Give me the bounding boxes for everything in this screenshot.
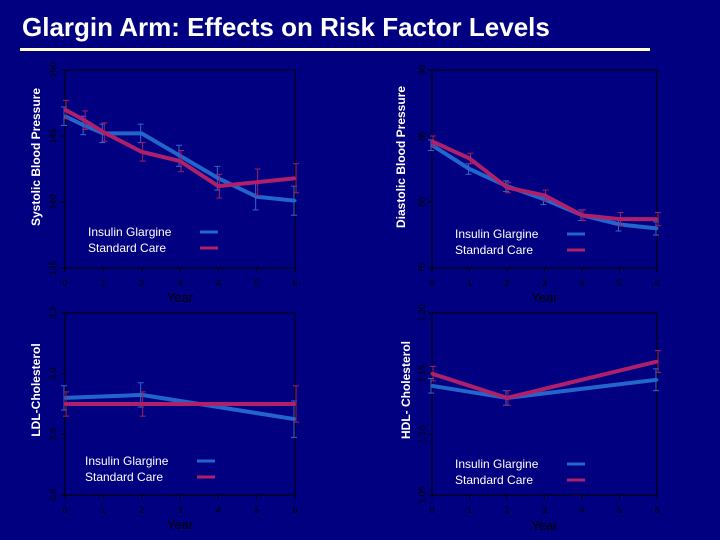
y-tick-label: 1.05 [417,486,427,504]
data-point [468,167,471,171]
y-axis-label: Systolic Blood Pressure [29,88,43,226]
y-tick-label: 145 [48,128,58,143]
data-point [543,193,546,197]
legend-label: Standard Care [455,473,533,487]
data-point [430,384,434,388]
data-point [101,130,105,134]
x-tick-label: 6 [292,505,297,515]
legend-label: Insulin Glargine [88,225,172,239]
data-point [655,217,659,221]
y-tick-label: 2.6 [48,489,58,502]
x-axis-label: Year [167,517,194,532]
x-tick-label: 6 [654,505,659,515]
data-point [140,131,144,135]
legend-label: Standard Care [455,243,533,257]
x-tick-label: 4 [579,278,584,288]
y-tick-label: 3.2 [48,307,58,320]
data-point [505,396,509,400]
y-tick-label: 2.8 [48,428,58,441]
y-tick-label: 1.15 [417,365,427,383]
data-point [293,176,297,180]
x-tick-label: 4 [579,505,584,515]
x-tick-label: 5 [617,505,622,515]
slide-title: Glargin Arm: Effects on Risk Factor Leve… [22,12,550,42]
data-point [293,402,297,406]
data-point [82,118,86,122]
data-point [505,185,509,189]
legend-label: Insulin Glargine [455,227,539,241]
x-tick-label: 0 [429,278,434,288]
y-tick-label: 75 [417,263,427,273]
data-point [430,139,434,143]
data-point [178,159,182,163]
x-tick-label: 1 [101,505,106,515]
x-tick-label: 2 [139,505,144,515]
x-tick-label: 0 [62,278,67,288]
x-tick-label: 2 [504,278,509,288]
y-tick-label: 140 [48,194,58,209]
x-tick-label: 3 [542,505,547,515]
y-tick-label: 90 [417,65,427,75]
legend-label: Insulin Glargine [85,454,169,468]
legend-label: Insulin Glargine [455,457,539,471]
y-tick-label: 1.10 [417,426,427,444]
data-point [140,150,144,154]
x-axis-label: Year [167,290,194,305]
data-point [468,156,471,160]
y-tick-label: 80 [417,197,427,207]
data-point [255,180,259,184]
data-point [655,226,659,230]
x-tick-label: 2 [139,278,144,288]
series-line-glargine [64,114,296,203]
legend-label: Standard Care [88,241,166,255]
x-tick-label: 5 [617,278,622,288]
x-axis-label: Year [531,518,558,533]
y-axis-label: LDL-Cholesterol [29,343,43,436]
x-tick-label: 1 [467,278,472,288]
x-tick-label: 5 [254,278,259,288]
x-tick-label: 4 [216,278,221,288]
y-tick-label: 3.0 [48,367,58,380]
data-point [580,213,584,217]
data-point [255,195,259,199]
data-point [430,372,434,376]
x-tick-label: 3 [177,505,182,515]
x-tick-label: 1 [467,505,472,515]
title-rule [20,48,650,51]
x-tick-label: 6 [654,278,659,288]
y-tick-label: 1.20 [417,304,427,322]
data-point [63,108,67,112]
x-tick-label: 2 [504,505,509,515]
x-tick-label: 4 [216,505,221,515]
x-tick-label: 6 [292,278,297,288]
y-axis-label: HDL- Cholesterol [399,341,413,439]
data-point [216,184,220,188]
x-tick-label: 3 [177,278,182,288]
series-line-standard-care [64,107,296,189]
y-tick-label: 150 [48,62,58,77]
data-point [655,360,659,364]
x-tick-label: 1 [101,278,106,288]
data-point [63,402,67,406]
x-tick-label: 3 [542,278,547,288]
x-tick-label: 5 [254,505,259,515]
y-tick-label: 85 [417,131,427,141]
data-point [618,217,621,221]
data-point [140,402,144,406]
legend-label: Standard Care [85,470,163,484]
x-tick-label: 0 [429,505,434,515]
data-point [293,199,297,203]
y-tick-label: 135 [48,260,58,275]
x-axis-label: Year [531,290,558,305]
data-point [655,378,659,382]
x-tick-label: 0 [62,505,67,515]
plot-area [431,312,658,496]
y-axis-label: Diastolic Blood Pressure [394,86,408,228]
